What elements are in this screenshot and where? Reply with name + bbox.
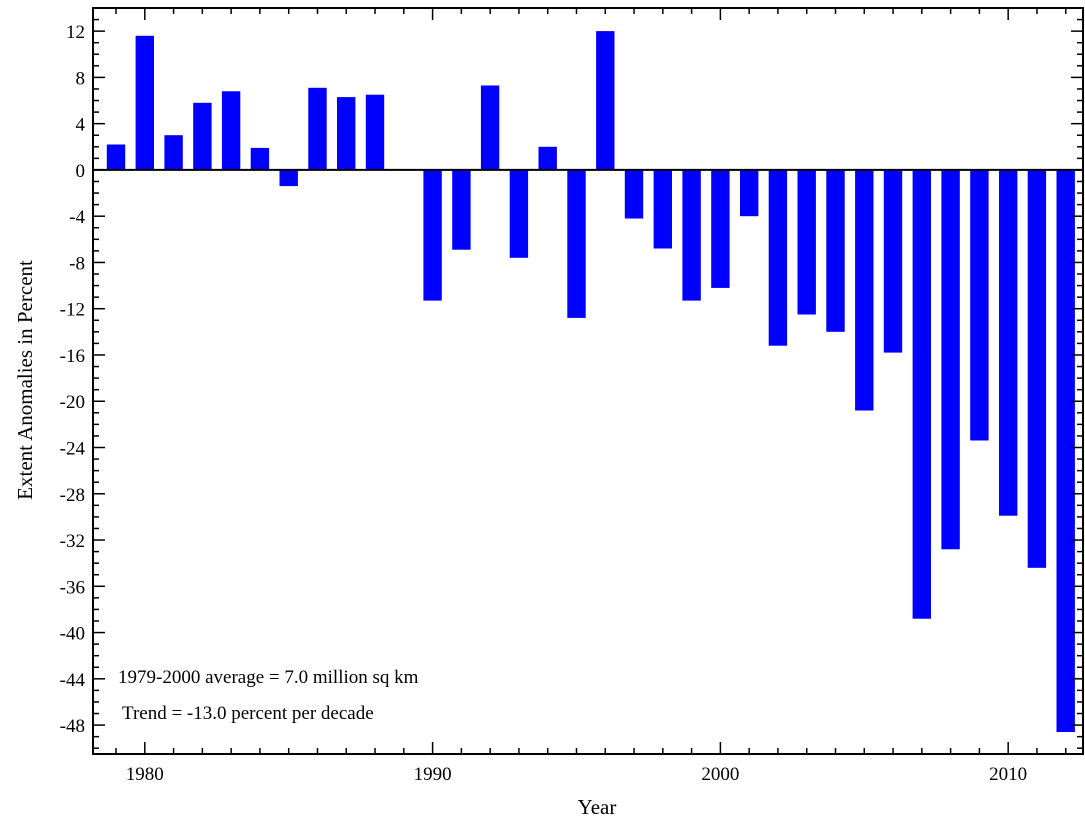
bar-1986 [308, 87, 327, 170]
y-tick-label: -48 [60, 716, 85, 737]
bar-1997 [624, 169, 644, 219]
x-tick-label: 2000 [701, 764, 739, 785]
bar-2012 [1056, 169, 1075, 732]
y-tick-label: -28 [60, 485, 85, 506]
bar-1984 [250, 147, 270, 170]
plot-frame [92, 7, 1084, 755]
bar-1995 [567, 169, 586, 318]
bar-1993 [509, 169, 529, 258]
y-tick-label: 8 [76, 68, 86, 89]
y-tick-label: -16 [60, 346, 85, 367]
x-tick-label: 1990 [414, 764, 452, 785]
bar-1979 [106, 144, 126, 170]
bar-2002 [768, 169, 788, 346]
trend-annotation: Trend = -13.0 percent per decade [122, 703, 374, 724]
x-axis-tick-labels: 1980 1990 2000 2010 [126, 764, 1027, 785]
bar-1987 [337, 97, 356, 170]
y-tick-label: -24 [60, 439, 86, 460]
bar-1982 [193, 102, 212, 170]
bar-2007 [912, 169, 931, 619]
bar-2011 [1027, 169, 1047, 568]
y-tick-label: 4 [76, 115, 86, 136]
bar-1994 [538, 146, 557, 170]
bar-2010 [999, 169, 1018, 516]
bar-1980 [135, 35, 154, 170]
bar-2004 [826, 169, 845, 332]
bar-2009 [970, 169, 989, 441]
x-tick-label: 1980 [126, 764, 164, 785]
y-tick-label: -40 [60, 624, 85, 645]
bar-2005 [855, 169, 874, 411]
bar-2000 [711, 169, 730, 288]
y-tick-label: -8 [69, 253, 85, 274]
bars-group [106, 31, 1075, 732]
bar-1999 [682, 169, 701, 301]
y-tick-label: -4 [69, 207, 85, 228]
y-axis-tick-labels: 12 8 4 0 -4 -8 -12 -16 -20 -24 -28 -32 -36 -40 -44 -48 [60, 22, 86, 737]
x-axis-ticks [115, 8, 1067, 754]
bar-2008 [941, 169, 960, 550]
y-tick-label: -12 [60, 300, 85, 321]
bar-2006 [883, 169, 903, 353]
bar-1981 [164, 135, 183, 170]
bar-1998 [653, 169, 672, 249]
bar-1983 [221, 91, 241, 170]
bar-2001 [740, 169, 759, 217]
y-tick-label: -32 [60, 531, 85, 552]
x-axis-label: Year [578, 795, 617, 819]
y-axis-ticks [93, 7, 1083, 749]
x-tick-label: 2010 [989, 764, 1027, 785]
bar-1985 [279, 169, 298, 187]
bar-1992 [480, 85, 500, 170]
bar-2003 [797, 169, 816, 315]
bar-1996 [596, 31, 615, 170]
y-tick-label: -44 [60, 670, 86, 691]
bar-1990 [423, 169, 442, 301]
y-tick-label: -36 [60, 577, 85, 598]
y-tick-label: -20 [60, 392, 85, 413]
y-tick-label: 0 [76, 161, 86, 182]
bar-1988 [365, 94, 385, 170]
y-axis-label: Extent Anomalies in Percent [13, 260, 37, 500]
bar-1991 [452, 169, 471, 250]
average-annotation: 1979-2000 average = 7.0 million sq km [118, 667, 419, 688]
y-tick-label: 12 [66, 22, 85, 43]
